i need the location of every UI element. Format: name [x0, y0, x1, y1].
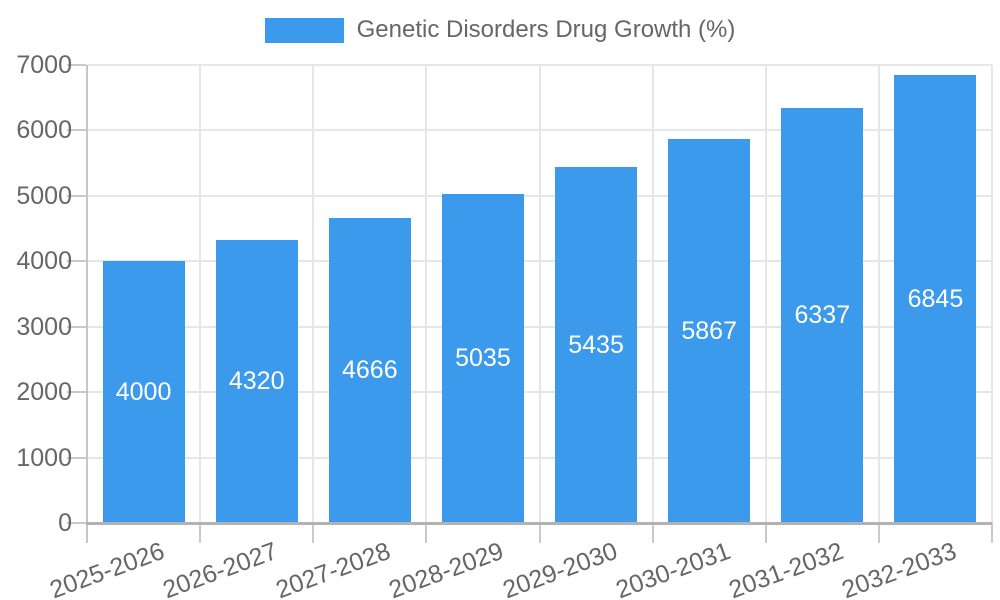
x-axis-tick: [877, 523, 880, 543]
bar: 6845: [894, 75, 977, 523]
bar: 4666: [328, 217, 411, 523]
y-axis-label: 7000: [16, 51, 72, 79]
y-axis-tick: [67, 391, 86, 394]
y-axis-tick: [67, 64, 86, 66]
y-axis-label: 3000: [16, 312, 72, 341]
y-axis-label: 5000: [16, 181, 72, 210]
y-axis-tick: [67, 325, 86, 328]
y-axis-line: [86, 65, 88, 543]
x-axis-label: 2031-2032: [724, 537, 847, 600]
x-axis-label: 2028-2029: [385, 537, 508, 600]
y-axis-tick: [67, 129, 86, 132]
v-gridline: [312, 65, 315, 523]
legend-item[interactable]: Genetic Disorders Drug Growth (%): [264, 16, 736, 44]
x-axis-label: 2029-2030: [498, 537, 621, 600]
y-axis-label: 6000: [16, 116, 72, 145]
x-axis-label: 2027-2028: [272, 537, 395, 600]
v-gridline: [651, 65, 654, 523]
legend-swatch: [264, 17, 344, 43]
x-axis-tick: [991, 523, 993, 543]
bar: 5867: [668, 139, 751, 523]
y-axis-tick: [67, 260, 86, 263]
v-gridline: [877, 65, 880, 523]
x-axis-tick-labels: 2025-2026 2026-2027 2027-2028 2028-2029 2029…: [46, 523, 992, 600]
plot-area: 4000 4320 4666 5035 5435 5867 6337 6845: [67, 64, 993, 543]
bar-value-label: 4666: [342, 355, 398, 384]
x-axis-line: [86, 522, 992, 525]
x-axis-label: 2032-2033: [838, 537, 961, 600]
x-axis-tick: [199, 523, 202, 543]
y-axis-label: 1000: [16, 443, 72, 472]
bar-value-label: 6845: [907, 284, 964, 313]
y-axis-label: 4000: [16, 247, 72, 276]
y-axis-tick-labels: 0 1000 2000 3000 4000 5000 6000 7000: [0, 52, 72, 536]
x-axis-tick: [538, 523, 541, 543]
bar: 4320: [215, 240, 298, 523]
v-gridline: [199, 65, 202, 523]
y-axis-tick: [67, 522, 86, 524]
y-axis-tick: [67, 194, 86, 197]
x-axis-tick: [312, 523, 315, 543]
y-axis-label: 0: [58, 509, 72, 537]
bar: 6337: [781, 108, 864, 523]
bar-value-label: 5867: [681, 316, 737, 345]
v-gridline: [538, 65, 541, 523]
x-axis-label: 2025-2026: [46, 537, 169, 600]
bar: 4000: [102, 261, 185, 523]
x-axis-label: 2026-2027: [159, 537, 282, 600]
bar: 5435: [555, 167, 638, 523]
y-axis-tick: [67, 456, 86, 459]
bar-value-label: 6337: [794, 301, 851, 330]
bar: 5035: [441, 193, 524, 523]
x-axis-label: 2030-2031: [611, 537, 734, 600]
bar-value-label: 5435: [568, 330, 624, 359]
x-axis-tick: [651, 523, 654, 543]
x-axis-tick: [764, 523, 767, 543]
v-gridline: [991, 65, 993, 523]
x-axis-tick: [425, 523, 428, 543]
bar-value-label: 4320: [228, 367, 285, 396]
bar-value-label: 5035: [455, 343, 511, 372]
v-gridline: [764, 65, 767, 523]
v-gridline: [425, 65, 428, 523]
chart-legend: Genetic Disorders Drug Growth (%): [0, 16, 1000, 44]
y-axis-label: 2000: [16, 378, 72, 407]
bar-value-label: 4000: [115, 377, 172, 406]
legend-label: Genetic Disorders Drug Growth (%): [356, 16, 736, 43]
